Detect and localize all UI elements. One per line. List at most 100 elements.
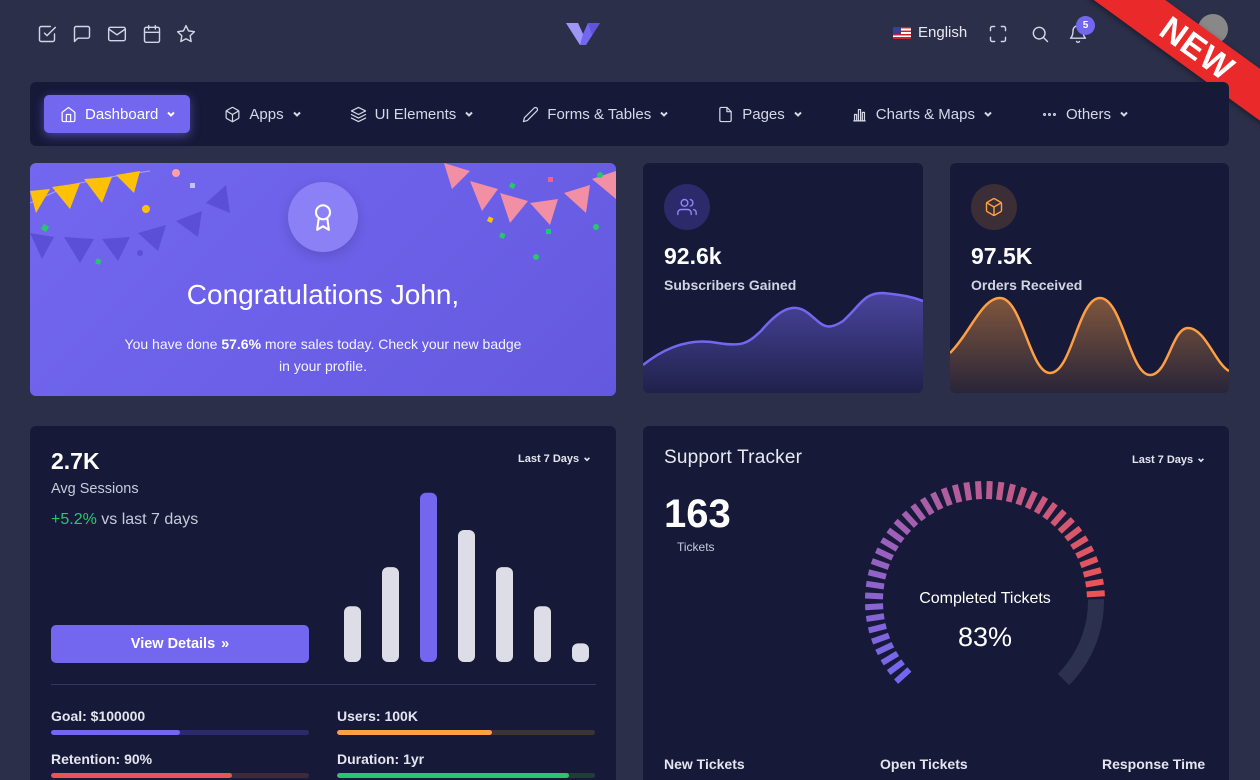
chat-icon[interactable] [70,22,94,46]
gauge-segment [1085,578,1104,588]
progress-track [51,730,309,735]
gauge-segment [1082,567,1102,578]
main-navigation: Dashboard Apps UI Elements Forms & Table… [30,82,1229,146]
gauge-segment [1064,525,1083,542]
gauge-segment [894,667,912,684]
subscribers-label: Subscribers Gained [664,277,797,293]
session-bar [572,643,589,662]
chevron-down-icon [465,111,474,117]
orders-area-chart [950,296,1229,393]
gauge-segment [867,623,887,634]
search-icon[interactable] [1028,22,1052,46]
more-horizontal-icon [1043,112,1056,116]
session-bar [344,606,361,662]
sales-percent: 57.6% [221,336,262,352]
nav-item-charts-maps[interactable]: Charts & Maps [835,95,1007,133]
mail-icon[interactable] [105,22,129,46]
progress-retention: Retention: 90% [51,751,309,778]
chevron-down-icon [660,111,668,117]
gauge-segment [910,503,927,522]
session-bar [534,606,551,662]
progress-duration: Duration: 1yr [337,751,595,778]
nav-item-label: Dashboard [85,105,159,123]
home-icon [61,106,76,122]
gauge-segment [865,603,884,611]
gauge-segment [867,569,887,580]
nav-item-pages[interactable]: Pages [701,95,817,133]
gauge-segment [1079,556,1099,569]
progress-goal: Goal: $100000 [51,708,309,735]
support-period-dropdown[interactable]: Last 7 Days [1132,454,1205,466]
nav-item-others[interactable]: Others [1025,95,1143,133]
gauge-segment [963,481,973,501]
gauge-segment [865,580,885,590]
gauge-segment [886,527,905,544]
gauge-segment [1024,490,1038,510]
fullscreen-icon[interactable] [986,22,1010,46]
progress-fill [337,773,570,778]
orders-value: 97.5K [971,243,1033,269]
chevron-down-icon [584,457,591,462]
gauge-segment [870,558,890,570]
divider [51,684,596,685]
nav-item-apps[interactable]: Apps [208,95,315,133]
progress-fill [51,773,232,778]
chevron-down-icon [794,111,802,117]
gauge-track [1057,599,1104,686]
star-icon[interactable] [174,22,198,46]
tickets-label: Tickets [677,540,715,554]
nav-item-label: Apps [249,105,284,123]
footer-open-tickets: Open Tickets [880,756,968,772]
gauge-segment [975,481,983,500]
gauge-segment [930,491,944,511]
award-icon [288,182,358,252]
gauge-segment [871,632,891,645]
support-tracker-card: Support Tracker Last 7 Days 163 Tickets … [643,426,1229,780]
sessions-label: Avg Sessions [51,481,139,497]
sessions-bar-chart [344,492,589,662]
calendar-icon[interactable] [140,22,164,46]
nav-item-label: Charts & Maps [875,105,975,123]
chevron-down-icon [292,111,301,117]
gauge-segment [1015,486,1028,506]
view-details-button[interactable]: View Details» [51,625,309,663]
delta-percent: +5.2% [51,511,97,528]
gauge-segment [919,496,935,516]
gauge-segment [865,613,885,622]
chevron-down-icon [1120,111,1128,117]
gauge-segment [995,481,1005,501]
nav-item-label: Others [1065,105,1111,123]
sessions-period-dropdown[interactable]: Last 7 Days [518,453,591,465]
gauge-segment [986,480,993,500]
users-icon [664,184,710,230]
checkbox-icon[interactable] [35,22,59,46]
gauge-segment [940,487,953,507]
completed-tickets-gauge [864,480,1105,686]
gauge-segment [886,659,905,675]
language-selector[interactable]: English [893,24,967,41]
subscribers-card: 92.6k Subscribers Gained [643,163,923,393]
orders-label: Orders Received [971,277,1083,293]
gauge-value: 83% [957,622,1013,652]
progress-track [51,773,309,778]
file-icon [719,106,733,122]
progress-fill [337,730,492,735]
nav-item-label: UI Elements [374,105,457,123]
brand-logo-icon[interactable] [564,20,602,48]
nav-item-dashboard[interactable]: Dashboard [44,95,191,133]
avg-sessions-card: 2.7K Avg Sessions +5.2% vs last 7 days L… [30,426,616,780]
layers-icon [350,106,366,122]
gauge-segment [901,510,919,528]
chevron-down-icon [167,111,176,117]
edit-icon [523,106,539,122]
gauge-segment [1005,483,1016,503]
confetti-decoration [30,163,616,265]
progress-users: Users: 100K [337,708,595,735]
gauge-segment [1042,502,1058,521]
chevron-down-icon [1198,458,1205,463]
gauge-segment [1050,509,1067,527]
gauge-segment [1070,535,1089,550]
nav-item-ui-elements[interactable]: UI Elements [334,95,489,133]
nav-item-label: Pages [742,105,785,123]
nav-item-forms-tables[interactable]: Forms & Tables [506,95,683,133]
